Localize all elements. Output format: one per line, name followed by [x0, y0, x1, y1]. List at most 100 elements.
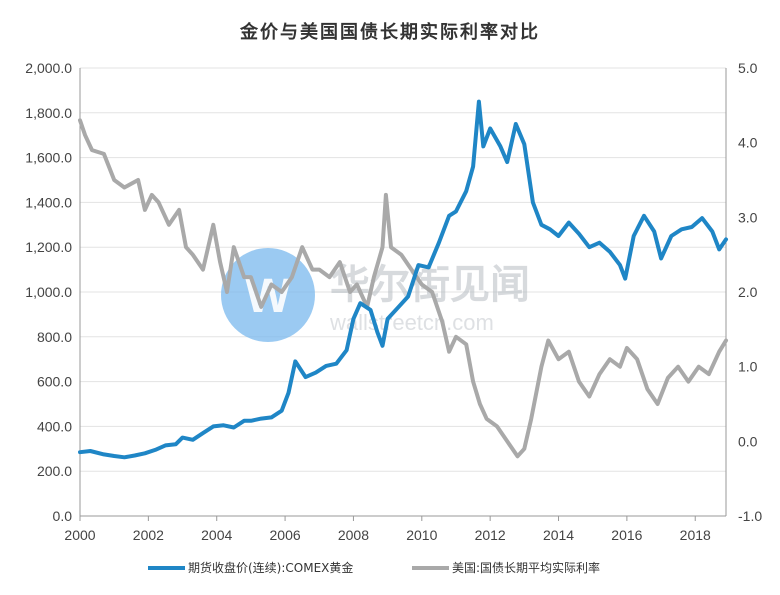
data-point-real-rate	[291, 276, 293, 278]
data-point-gold	[489, 127, 491, 130]
left-tick-label: 1,000.0	[25, 284, 72, 300]
data-point-gold	[222, 424, 225, 427]
data-point-gold	[345, 349, 348, 352]
data-point-gold	[478, 100, 480, 103]
data-point-real-rate	[328, 276, 331, 278]
data-point-gold	[325, 365, 327, 367]
data-point-real-rate	[150, 194, 153, 196]
data-point-real-rate	[191, 253, 194, 256]
data-point-gold	[243, 420, 245, 422]
x-tick-label: 2000	[64, 527, 95, 543]
data-point-real-rate	[636, 358, 638, 361]
data-point-gold	[260, 417, 262, 420]
data-point-gold	[523, 143, 526, 145]
data-point-gold	[113, 455, 115, 457]
data-point-real-rate	[479, 403, 481, 405]
data-point-gold	[407, 295, 409, 298]
data-point-gold	[472, 165, 474, 168]
data-point-real-rate	[168, 224, 170, 226]
data-point-real-rate	[318, 268, 321, 271]
data-point-gold	[549, 228, 551, 231]
data-point-real-rate	[373, 276, 375, 278]
data-point-gold	[103, 453, 105, 456]
x-tick-label: 2008	[338, 527, 369, 543]
data-point-gold	[133, 454, 136, 457]
data-point-gold	[598, 241, 601, 244]
data-point-gold	[417, 264, 420, 266]
data-point-real-rate	[144, 209, 146, 211]
data-point-gold	[287, 392, 290, 394]
data-point-real-rate	[506, 440, 509, 443]
data-point-gold	[691, 226, 693, 228]
data-point-real-rate	[687, 380, 690, 383]
data-point-real-rate	[656, 403, 659, 405]
data-point-gold	[270, 416, 273, 419]
data-point-gold	[514, 123, 517, 125]
data-point-gold	[711, 230, 714, 233]
data-point-real-rate	[496, 425, 498, 428]
data-point-gold	[250, 420, 252, 422]
data-point-real-rate	[598, 373, 601, 375]
data-point-real-rate	[557, 358, 560, 361]
data-point-gold	[315, 371, 317, 374]
data-point-real-rate	[157, 201, 160, 204]
data-point-gold	[438, 241, 440, 244]
x-tick-label: 2016	[611, 527, 642, 543]
data-point-gold	[154, 449, 156, 451]
data-point-real-rate	[270, 283, 273, 286]
left-tick-label: 600.0	[37, 374, 72, 390]
data-point-real-rate	[243, 276, 245, 278]
data-point-real-rate	[567, 350, 570, 353]
data-point-gold	[499, 145, 502, 148]
data-point-gold	[660, 257, 662, 260]
data-point-gold	[191, 439, 194, 441]
left-tick-label: 1,600.0	[25, 150, 72, 166]
data-point-real-rate	[516, 455, 519, 458]
data-point-real-rate	[677, 365, 679, 368]
data-point-real-rate	[697, 365, 700, 368]
left-tick-label: 1,800.0	[25, 105, 72, 121]
data-point-gold	[567, 221, 570, 224]
data-point-real-rate	[219, 261, 221, 263]
data-point-real-rate	[103, 153, 105, 155]
data-point-gold	[448, 215, 450, 217]
data-point-gold	[701, 217, 703, 219]
chart-title: 金价与美国国债长期实际利率对比	[239, 21, 540, 43]
legend: 期货收盘价(连续):COMEX黄金 美国:国债长期平均实际利率	[148, 560, 600, 575]
data-point-real-rate	[178, 209, 180, 211]
data-point-real-rate	[113, 179, 115, 181]
data-point-real-rate	[79, 119, 81, 122]
data-point-gold	[624, 277, 626, 280]
data-point-real-rate	[356, 283, 358, 286]
data-point-gold	[653, 230, 656, 233]
data-point-real-rate	[646, 388, 649, 390]
data-point-real-rate	[349, 291, 351, 293]
watermark-brand-text: 华尔街见闻	[330, 262, 530, 308]
data-point-gold	[619, 264, 621, 266]
left-tick-label: 1,200.0	[25, 239, 72, 255]
data-point-gold	[381, 344, 384, 347]
data-point-gold	[376, 331, 379, 334]
data-point-gold	[352, 318, 355, 320]
x-tick-label: 2004	[201, 527, 232, 543]
legend-label-real-rate: 美国:国债长期平均实际利率	[452, 560, 600, 575]
series-line-gold	[78, 99, 728, 460]
axes	[79, 68, 727, 517]
data-point-real-rate	[400, 253, 403, 256]
data-point-real-rate	[619, 365, 621, 368]
data-point-real-rate	[212, 224, 215, 226]
data-point-gold	[578, 232, 580, 235]
data-point-real-rate	[410, 268, 413, 271]
data-point-real-rate	[708, 373, 710, 375]
data-point-gold	[304, 376, 307, 378]
x-tick-label: 2010	[406, 527, 437, 543]
data-point-real-rate	[250, 276, 252, 278]
x-tick-label: 2002	[133, 527, 164, 543]
data-point-gold	[335, 362, 338, 365]
data-point-real-rate	[338, 261, 341, 263]
data-point-real-rate	[725, 339, 727, 342]
data-point-gold	[202, 432, 204, 434]
data-point-gold	[164, 444, 167, 447]
data-point-gold	[123, 456, 126, 459]
x-tick-label: 2018	[680, 527, 711, 543]
